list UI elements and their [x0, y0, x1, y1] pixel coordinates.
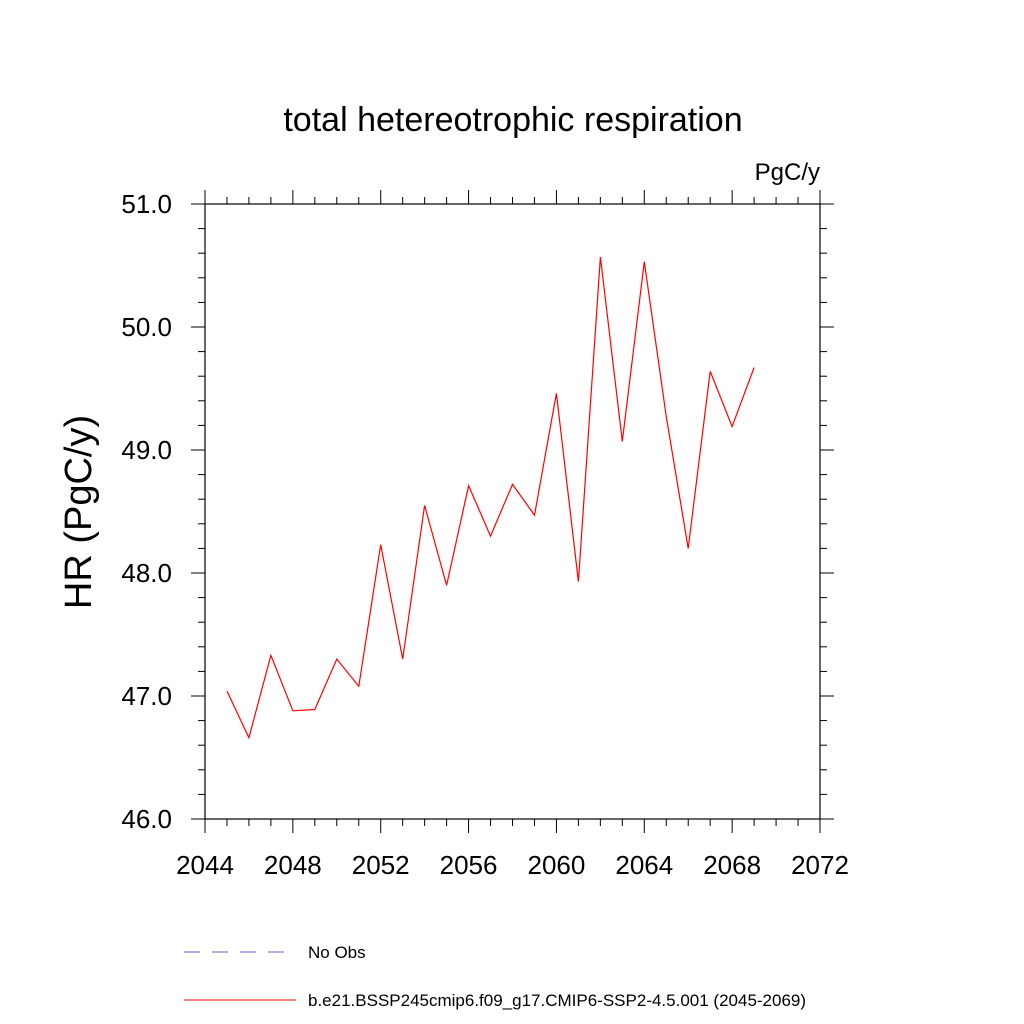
axis-ticks: [191, 190, 834, 833]
x-tick-label: 2068: [703, 850, 761, 880]
x-tick-labels: 2044 2048 2052 2056 2060 2064 2068 2072: [176, 850, 849, 880]
legend-label-no-obs: No Obs: [308, 943, 366, 962]
chart-title: total hetereotrophic respiration: [283, 101, 742, 139]
plot-lines: [226, 256, 755, 740]
x-tick-label: 2044: [176, 850, 234, 880]
y-tick-label: 46.0: [121, 804, 172, 834]
legend: No Obs b.e21.BSSP245cmip6.f09_g17.CMIP6-…: [184, 943, 806, 1010]
x-tick-label: 2060: [528, 850, 586, 880]
y-tick-label: 47.0: [121, 681, 172, 711]
x-tick-label: 2072: [791, 850, 849, 880]
y-tick-labels: 46.0 47.0 48.0 49.0 50.0 51.0: [121, 189, 172, 834]
y-tick-label: 50.0: [121, 312, 172, 342]
series-line-0: [226, 256, 755, 740]
y-tick-label: 51.0: [121, 189, 172, 219]
y-axis-label: HR (PgC/y): [58, 415, 100, 609]
units-label: PgC/y: [755, 159, 820, 186]
x-tick-label: 2052: [352, 850, 410, 880]
x-tick-label: 2064: [615, 850, 673, 880]
y-tick-label: 48.0: [121, 558, 172, 588]
plot-frame: [204, 203, 821, 820]
x-tick-label: 2048: [264, 850, 322, 880]
legend-label-series: b.e21.BSSP245cmip6.f09_g17.CMIP6-SSP2-4.…: [308, 991, 806, 1010]
y-tick-label: 49.0: [121, 435, 172, 465]
x-tick-label: 2056: [440, 850, 498, 880]
